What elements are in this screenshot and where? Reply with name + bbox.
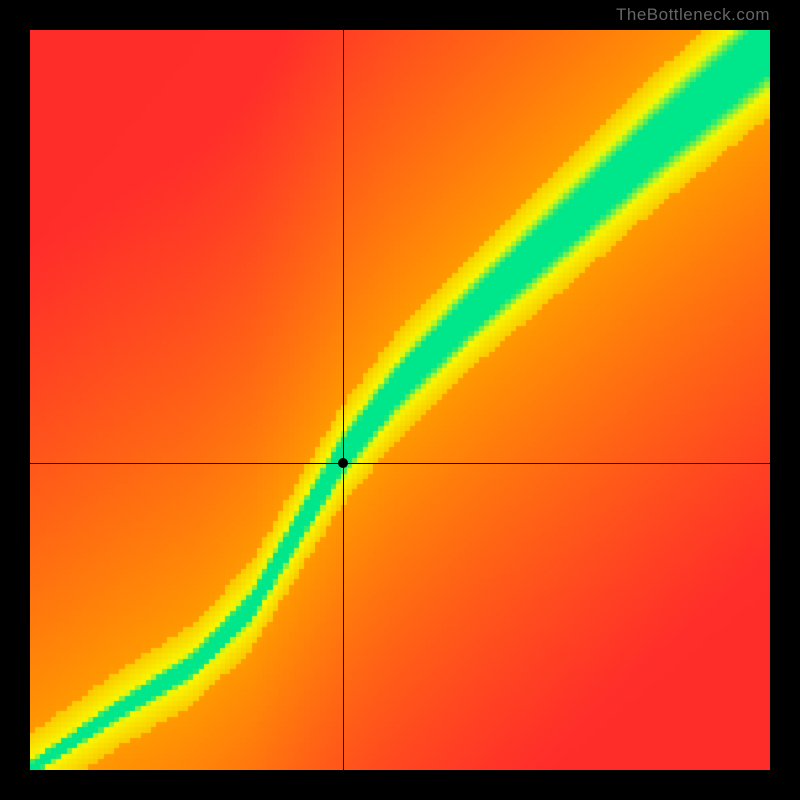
bottleneck-heatmap	[30, 30, 770, 770]
crosshair-vertical	[343, 30, 344, 770]
crosshair-horizontal	[30, 463, 770, 464]
crosshair-marker	[338, 458, 348, 468]
attribution-text: TheBottleneck.com	[616, 5, 770, 25]
heatmap-canvas	[30, 30, 770, 770]
